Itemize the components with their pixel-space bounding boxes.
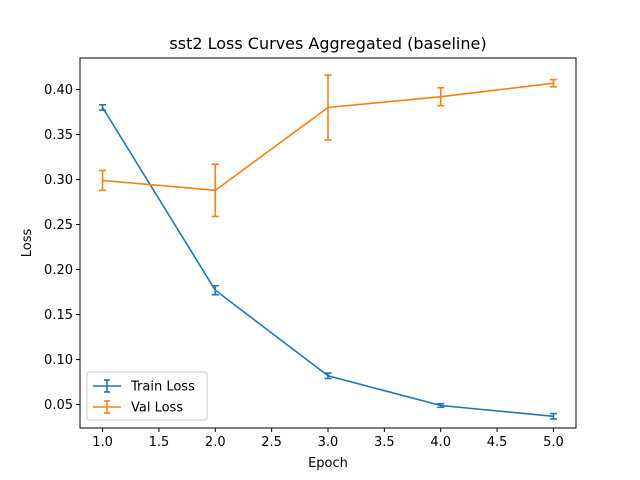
series-1 bbox=[99, 74, 557, 218]
y-tick-label: 0.05 bbox=[44, 398, 73, 413]
y-tick-label: 0.15 bbox=[44, 308, 73, 323]
y-tick-label: 0.35 bbox=[44, 128, 73, 143]
legend-label: Val Loss bbox=[131, 401, 183, 416]
plot-frame bbox=[79, 57, 577, 429]
x-tick-label: 3.0 bbox=[318, 435, 339, 450]
x-tick-label: 5.0 bbox=[543, 435, 564, 450]
y-tick-label: 0.20 bbox=[44, 263, 73, 278]
series-0 bbox=[99, 104, 557, 420]
x-axis-label: Epoch bbox=[308, 456, 348, 471]
legend-box bbox=[86, 371, 208, 421]
x-tick-label: 4.0 bbox=[430, 435, 451, 450]
x-tick-label: 1.0 bbox=[92, 435, 113, 450]
x-tick-label: 2.0 bbox=[205, 435, 226, 450]
x-tick-label: 4.5 bbox=[487, 435, 508, 450]
y-axis-label: Loss bbox=[20, 229, 35, 258]
y-tick-label: 0.40 bbox=[44, 83, 73, 98]
series-layer bbox=[99, 74, 557, 420]
chart-title: sst2 Loss Curves Aggregated (baseline) bbox=[169, 34, 486, 53]
legend: Train Loss Val Loss bbox=[86, 371, 208, 421]
x-tick-label: 2.5 bbox=[261, 435, 282, 450]
legend-label: Train Loss bbox=[130, 380, 195, 395]
y-tick-label: 0.10 bbox=[44, 353, 73, 368]
axes: 1.0 1.5 2.0 2.5 3.0 3.5 4.0 4.5 5.0 0.05 0.10 0.15 0… bbox=[44, 83, 564, 450]
x-tick-label: 1.5 bbox=[149, 435, 170, 450]
y-tick-label: 0.25 bbox=[44, 218, 73, 233]
x-tick-label: 3.5 bbox=[374, 435, 395, 450]
y-tick-label: 0.30 bbox=[44, 173, 73, 188]
